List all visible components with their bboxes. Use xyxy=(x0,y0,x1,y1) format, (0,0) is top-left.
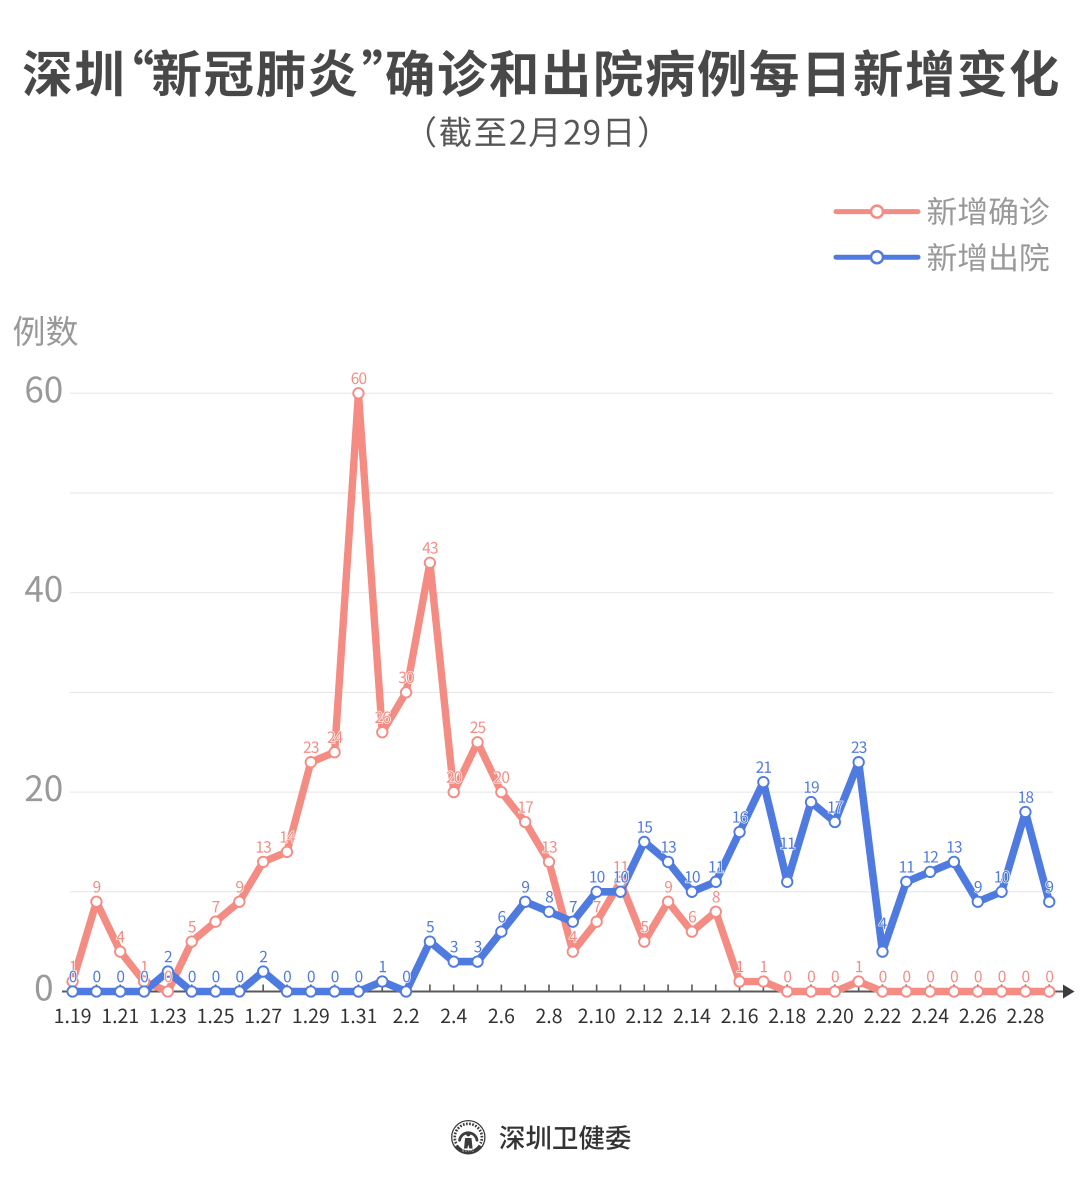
svg-text:SZHC: SZHC xyxy=(462,1148,475,1152)
